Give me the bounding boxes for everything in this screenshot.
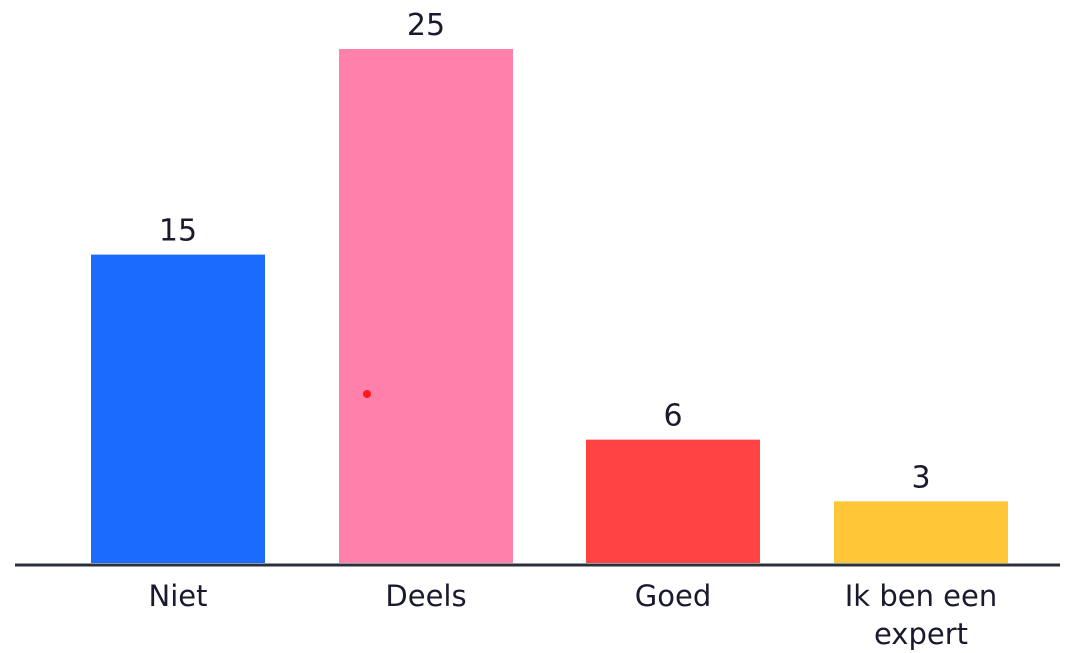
value-label-deels: 25	[407, 8, 445, 43]
bars-layer	[91, 49, 1008, 563]
category-label-deels: Deels	[385, 579, 466, 613]
category-labels-layer: Niet Deels Goed Ik ben een expert	[149, 579, 998, 651]
bar-deels	[339, 49, 513, 563]
category-label-niet: Niet	[149, 579, 208, 613]
value-label-ik-ben-een-expert: 3	[911, 460, 930, 495]
value-label-goed: 6	[663, 399, 682, 434]
category-label-goed: Goed	[635, 579, 711, 613]
value-labels-layer: 15 25 6 3	[159, 8, 931, 495]
category-label-ik-ben-een-expert: Ik ben een expert	[845, 579, 997, 651]
bar-goed	[586, 439, 760, 563]
bar-niet	[91, 254, 265, 563]
value-label-niet: 15	[159, 214, 197, 249]
bar-ik-ben-een-expert	[834, 501, 1008, 563]
annotation-dot	[363, 390, 371, 398]
